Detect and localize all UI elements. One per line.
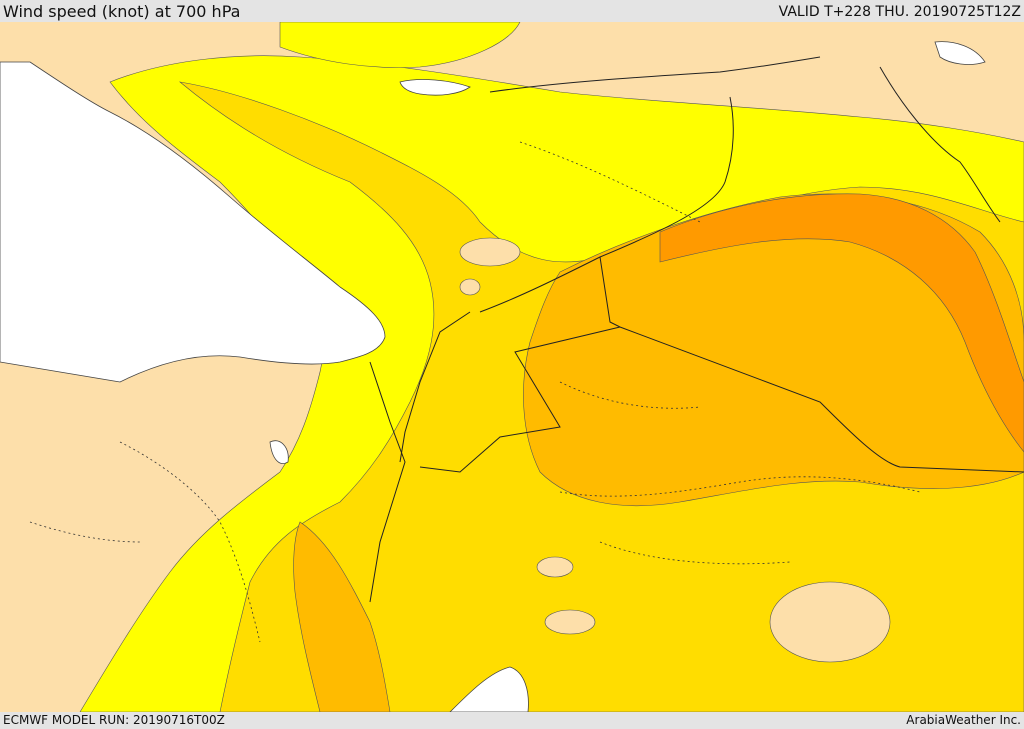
sea-gulf-south xyxy=(449,666,529,712)
valid-time: VALID T+228 THU. 20190725T12Z xyxy=(778,4,1021,20)
country-borders xyxy=(369,56,1024,603)
sea-northeast xyxy=(934,41,986,65)
province-borders xyxy=(29,141,921,643)
wind-speed-map xyxy=(0,22,1024,712)
calm-patch-1 xyxy=(459,237,521,267)
footer-bar: ECMWF MODEL RUN: 20190716T00Z ArabiaWeat… xyxy=(0,712,1024,729)
calm-patch-5 xyxy=(536,556,574,578)
title-bar: Wind speed (knot) at 700 hPa VALID T+228… xyxy=(0,0,1024,22)
wind-band-orange-south xyxy=(293,521,391,712)
calm-patch-3 xyxy=(544,609,596,635)
map-canvas xyxy=(0,22,1024,712)
credit: ArabiaWeather Inc. xyxy=(906,713,1021,727)
wind-band-orange xyxy=(523,193,1024,507)
wind-band-yellow-north xyxy=(279,22,521,68)
map-title: Wind speed (knot) at 700 hPa xyxy=(3,2,241,21)
sea-mediterranean xyxy=(0,61,386,383)
calm-patch-2 xyxy=(459,278,481,296)
sea-north xyxy=(399,79,471,96)
island-small xyxy=(269,440,289,464)
calm-patch-4 xyxy=(769,581,891,663)
wind-band-dark-orange xyxy=(659,193,1024,453)
model-run: ECMWF MODEL RUN: 20190716T00Z xyxy=(3,713,225,727)
